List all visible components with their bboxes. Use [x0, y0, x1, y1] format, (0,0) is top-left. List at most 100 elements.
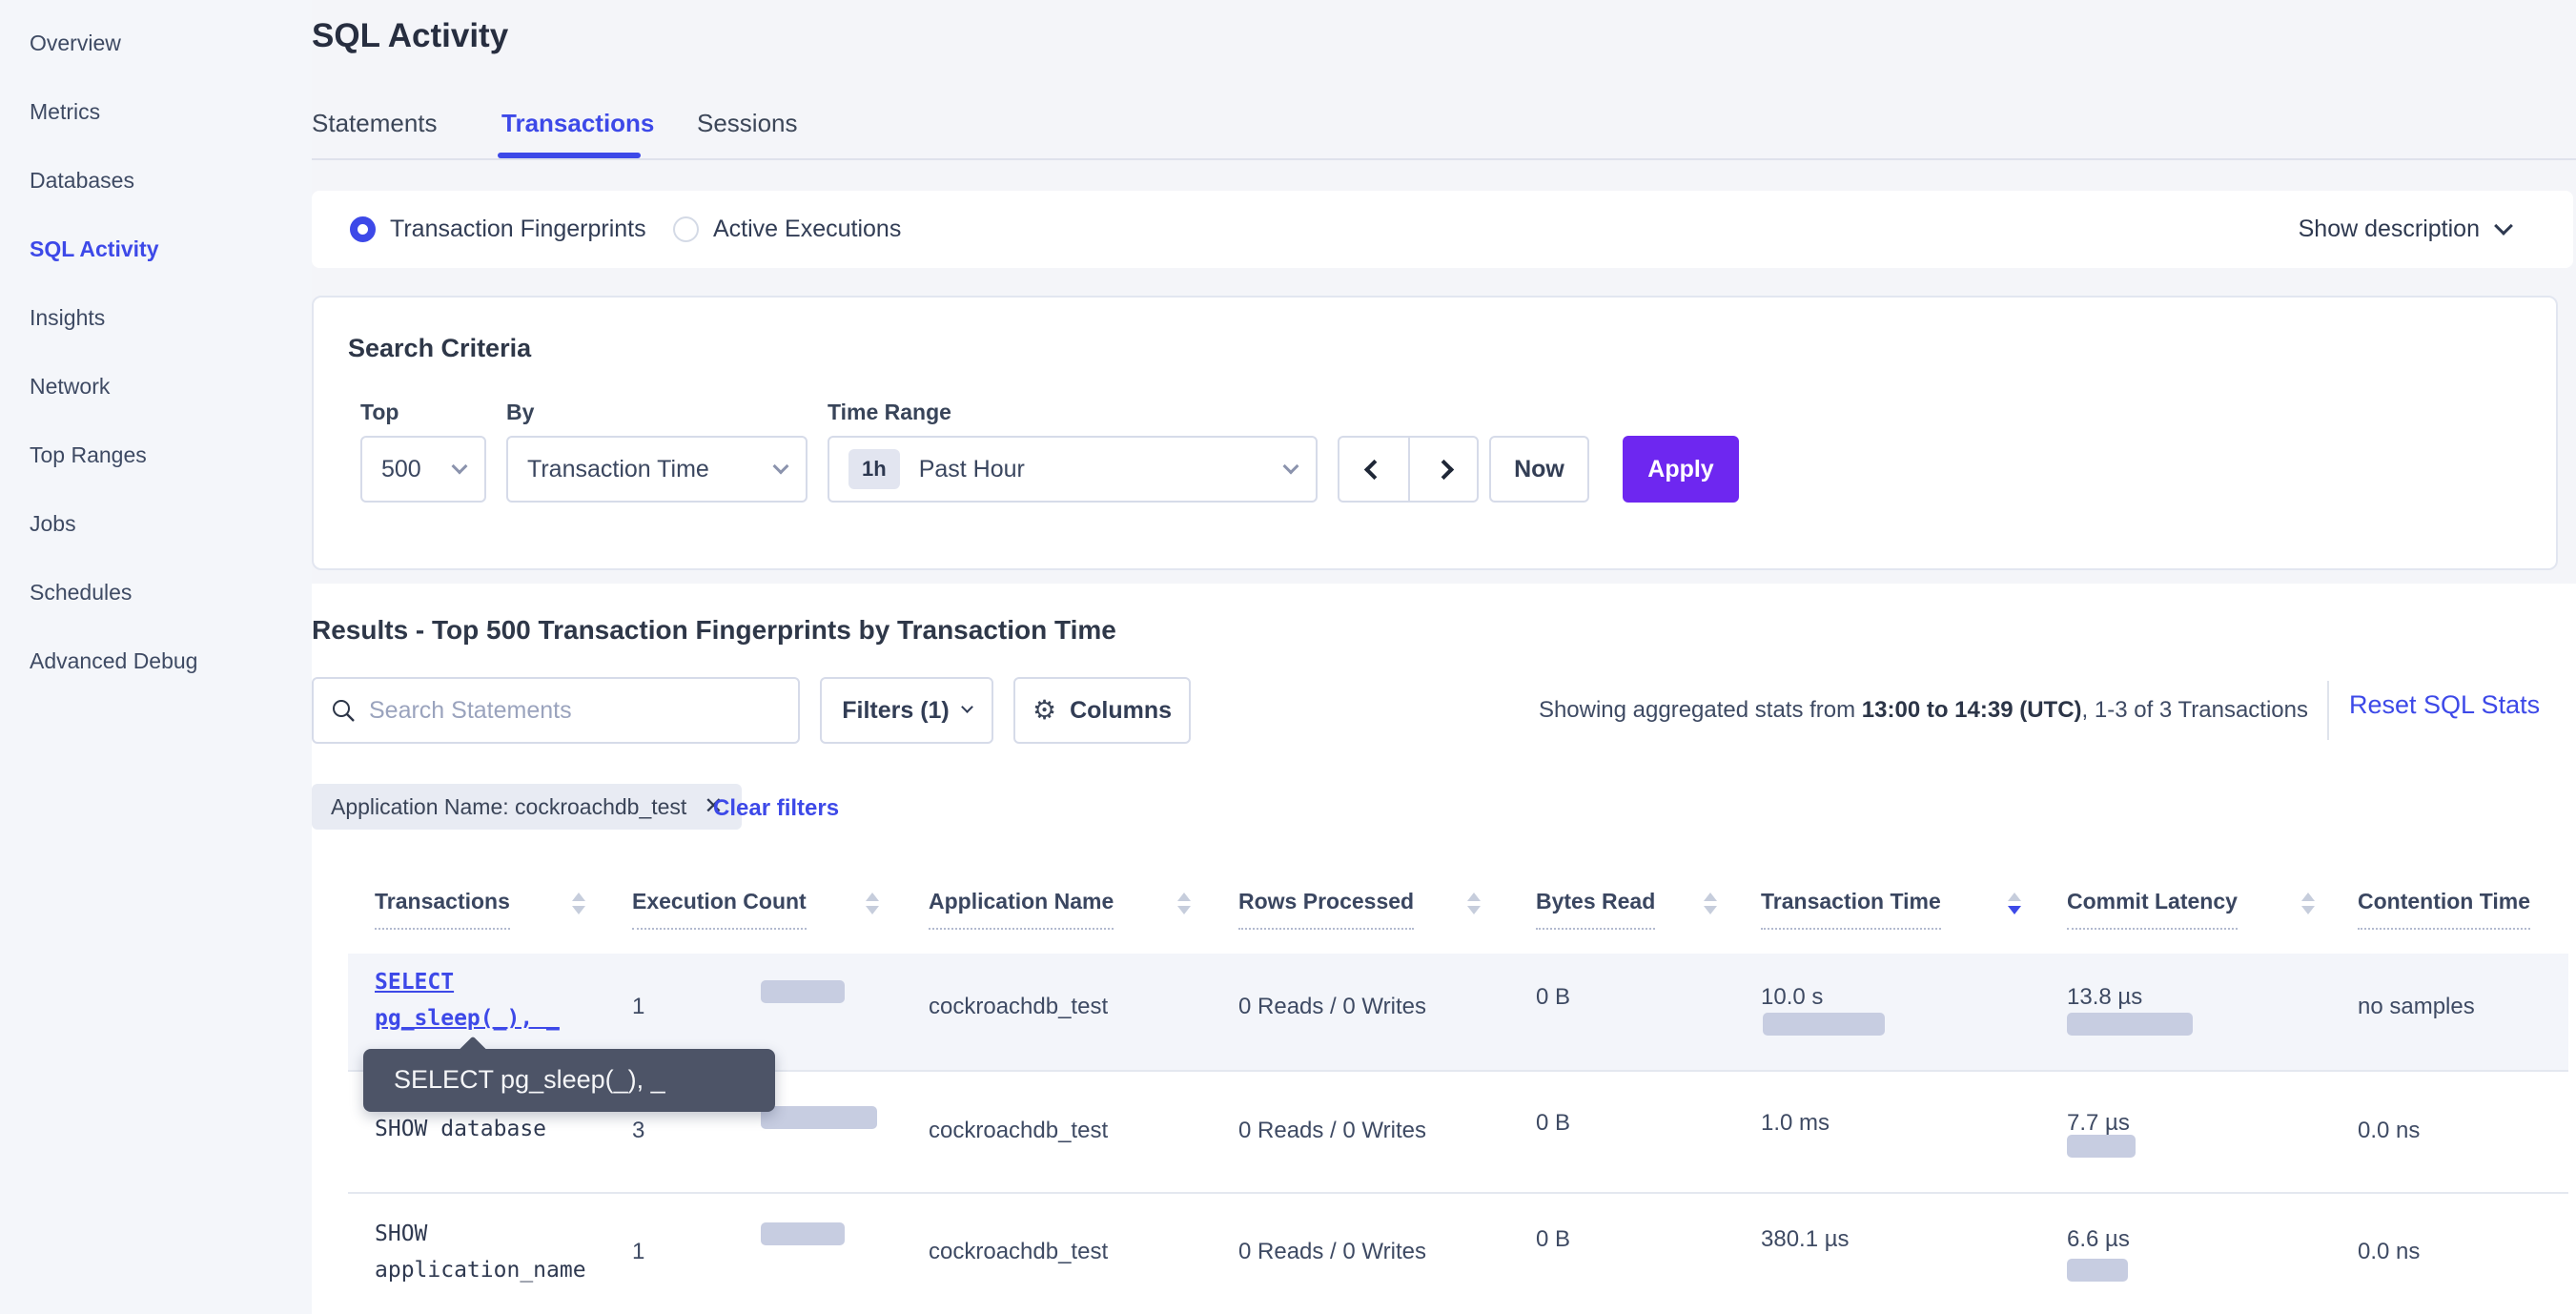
execution-count-value: 3 — [632, 1118, 645, 1143]
results-section: Results - Top 500 Transaction Fingerprin… — [312, 584, 2576, 1314]
column-header-label[interactable]: Transactions — [375, 889, 510, 930]
chevron-down-icon — [960, 701, 973, 713]
column-header-label[interactable]: Contention Time — [2358, 889, 2531, 930]
execution-count-bar — [761, 1222, 845, 1245]
rows-processed-value: 0 Reads / 0 Writes — [1238, 1118, 1426, 1143]
now-button[interactable]: Now — [1489, 436, 1589, 503]
sort-down-icon — [1704, 906, 1717, 914]
active-tab-underline — [498, 153, 641, 158]
sidebar-item-network[interactable]: Network — [30, 374, 111, 399]
sort-up-icon — [1467, 893, 1481, 901]
transaction-time-bar — [1763, 1013, 1885, 1036]
sidebar-item-metrics[interactable]: Metrics — [30, 99, 101, 124]
commit-latency-bar — [2067, 1013, 2193, 1036]
transaction-text[interactable]: application_name — [375, 1258, 586, 1283]
chevron-down-icon — [772, 458, 789, 474]
execution-count-bar — [761, 980, 845, 1003]
search-criteria-card: Search Criteria Top 500 By Transaction T… — [312, 296, 2558, 570]
transaction-text[interactable]: SHOW database — [375, 1117, 547, 1141]
radio-option-active-executions[interactable]: Active Executions — [673, 191, 901, 268]
row-divider — [348, 1070, 2568, 1072]
tab-transactions[interactable]: Transactions — [501, 109, 655, 137]
close-icon[interactable]: ✕ — [704, 793, 724, 819]
sort-down-icon — [2301, 906, 2315, 914]
column-header-commit-latency: Commit Latency — [2067, 889, 2238, 930]
bytes-read-value: 0 B — [1536, 984, 1571, 1010]
radio-option-transaction-fingerprints[interactable]: Transaction Fingerprints — [350, 191, 646, 268]
column-header-label[interactable]: Execution Count — [632, 889, 807, 930]
search-statements-input[interactable] — [369, 696, 781, 725]
application-name-value: cockroachdb_test — [929, 1118, 1109, 1143]
column-header-label[interactable]: Rows Processed — [1238, 889, 1415, 930]
sidebar-nav: Overview Metrics Databases SQL Activity Insi… — [0, 0, 312, 1314]
column-header-contention-time: Contention Time — [2358, 889, 2531, 930]
sidebar-item-advanced-debug[interactable]: Advanced Debug — [30, 648, 198, 673]
filters-button[interactable]: Filters (1) — [820, 677, 993, 744]
sidebar-item-top-ranges[interactable]: Top Ranges — [30, 442, 147, 467]
transaction-text[interactable]: SHOW — [375, 1222, 428, 1246]
sort-up-icon — [572, 893, 585, 901]
column-header-label[interactable]: Transaction Time — [1761, 889, 1941, 930]
transaction-time-value: 380.1 µs — [1761, 1226, 1850, 1252]
columns-button-label: Columns — [1070, 696, 1173, 724]
top-select[interactable]: 500 — [360, 436, 486, 503]
sort-control-transactions[interactable] — [572, 893, 585, 914]
column-header-rows-processed: Rows Processed — [1238, 889, 1415, 930]
next-time-range-button[interactable] — [1408, 438, 1477, 501]
previous-time-range-button[interactable] — [1339, 438, 1408, 501]
column-header-label[interactable]: Bytes Read — [1536, 889, 1656, 930]
contention-time-value: 0.0 ns — [2358, 1239, 2421, 1264]
column-header-bytes-read: Bytes Read — [1536, 889, 1656, 930]
clear-filters-link[interactable]: Clear filters — [713, 795, 840, 821]
sort-control-bytes-read[interactable] — [1704, 893, 1717, 914]
sort-control-application-name[interactable] — [1177, 893, 1191, 914]
filters-button-label: Filters (1) — [842, 696, 950, 724]
commit-latency-value: 13.8 µs — [2067, 984, 2143, 1010]
execution-count-value: 1 — [632, 994, 645, 1019]
column-header-label[interactable]: Commit Latency — [2067, 889, 2238, 930]
top-label: Top — [360, 400, 399, 424]
show-description-toggle[interactable]: Show description — [2298, 191, 2513, 268]
tab-sessions[interactable]: Sessions — [697, 109, 798, 137]
search-criteria-heading: Search Criteria — [348, 334, 532, 362]
sidebar-item-sql-activity[interactable]: SQL Activity — [30, 236, 159, 261]
sort-control-execution-count[interactable] — [866, 893, 879, 914]
tab-statements[interactable]: Statements — [312, 109, 438, 137]
time-range-select[interactable]: 1h Past Hour — [828, 436, 1318, 503]
sidebar-item-databases[interactable]: Databases — [30, 168, 134, 193]
sort-down-icon — [572, 906, 585, 914]
apply-button[interactable]: Apply — [1623, 436, 1739, 503]
sidebar-item-insights[interactable]: Insights — [30, 305, 106, 330]
by-select[interactable]: Transaction Time — [506, 436, 808, 503]
sort-control-transaction-time[interactable] — [2008, 893, 2021, 914]
transaction-link[interactable]: pg_sleep(_), _ — [375, 1006, 560, 1031]
by-label: By — [506, 400, 535, 424]
time-range-value: Past Hour — [918, 455, 1025, 482]
page-title: SQL Activity — [312, 17, 509, 54]
sort-control-rows-processed[interactable] — [1467, 893, 1481, 914]
column-header-execution-count: Execution Count — [632, 889, 807, 930]
column-header-label[interactable]: Application Name — [929, 889, 1114, 930]
commit-latency-bar — [2067, 1135, 2136, 1158]
chevron-down-icon — [1282, 458, 1299, 474]
time-range-badge: 1h — [848, 449, 900, 489]
results-heading: Results - Top 500 Transaction Fingerprin… — [312, 615, 1116, 645]
columns-button[interactable]: ⚙ Columns — [1013, 677, 1191, 744]
sort-down-icon — [2008, 906, 2021, 914]
chevron-right-icon — [1433, 459, 1454, 480]
toolbar-divider — [2327, 681, 2329, 740]
reset-sql-stats-link[interactable]: Reset SQL Stats — [2349, 690, 2541, 719]
sidebar-item-schedules[interactable]: Schedules — [30, 580, 133, 605]
aggregated-stats-text: Showing aggregated stats from 13:00 to 1… — [1538, 697, 2308, 723]
sort-up-icon — [2008, 893, 2021, 901]
sidebar-item-overview[interactable]: Overview — [30, 31, 121, 55]
sort-up-icon — [866, 893, 879, 901]
sort-control-commit-latency[interactable] — [2301, 893, 2315, 914]
radio-option-label: Active Executions — [713, 216, 902, 242]
execution-count-bar — [761, 1106, 877, 1129]
sidebar-item-jobs[interactable]: Jobs — [30, 511, 76, 536]
transaction-link[interactable]: SELECT — [375, 970, 455, 995]
show-description-label: Show description — [2298, 216, 2480, 242]
chevron-down-icon — [2494, 216, 2513, 236]
